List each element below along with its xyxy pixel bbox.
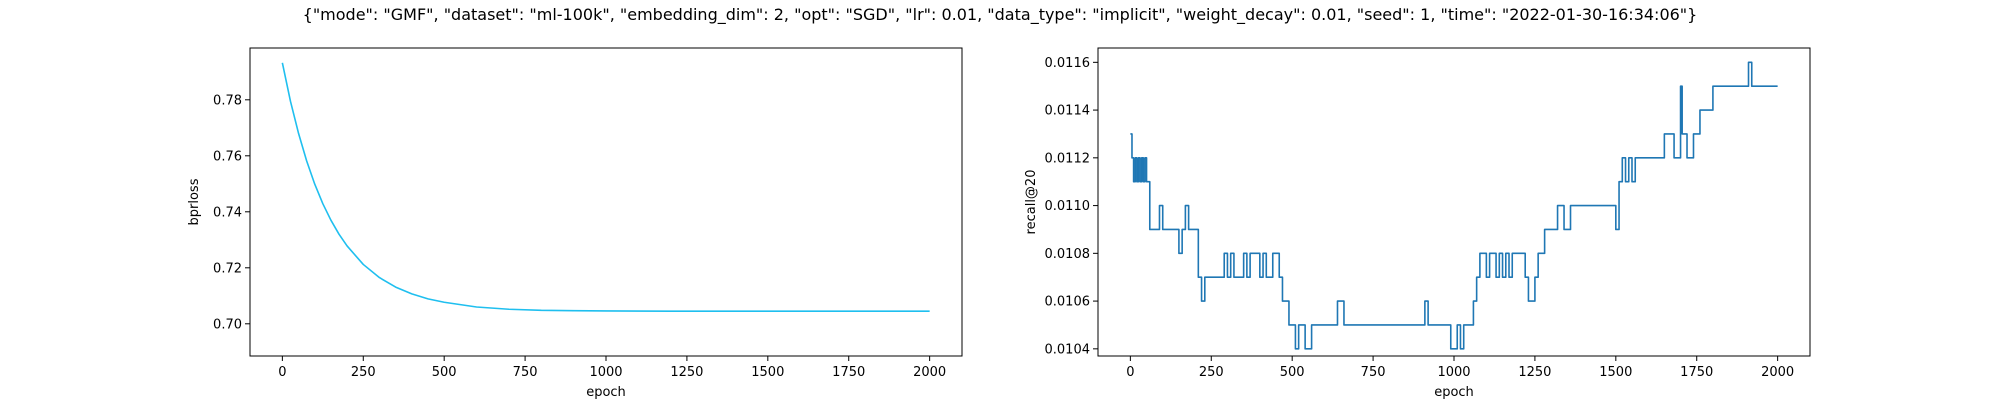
bprloss-x-tick-label: 0 bbox=[278, 365, 286, 380]
recall-y-tick-label: 0.0106 bbox=[1045, 295, 1091, 310]
bprloss-x-tick-label: 1000 bbox=[589, 365, 622, 380]
bprloss-y-tick-label: 0.72 bbox=[213, 261, 242, 276]
recall-y-tick-label: 0.0110 bbox=[1045, 199, 1091, 214]
recall-x-tick-label: 1250 bbox=[1518, 365, 1551, 380]
recall-x-tick-label: 2000 bbox=[1761, 365, 1794, 380]
recall-y-axis-label: recall@20 bbox=[1024, 170, 1039, 235]
bprloss-x-tick-label: 1250 bbox=[670, 365, 703, 380]
recall-x-tick-label: 250 bbox=[1199, 365, 1224, 380]
recall-x-tick-label: 750 bbox=[1361, 365, 1386, 380]
bprloss-y-axis-label: bprloss bbox=[187, 178, 202, 225]
bprloss-y-tick-label: 0.76 bbox=[213, 149, 242, 164]
figure-suptitle: {"mode": "GMF", "dataset": "ml-100k", "e… bbox=[303, 5, 1698, 25]
bprloss-x-tick-label: 1500 bbox=[751, 365, 784, 380]
bprloss-plot: 0 250 500 750 1000 1250 1500 1750 2000 0.70 0.72 0.… bbox=[187, 47, 963, 400]
recall-series-line-0 bbox=[1130, 61, 1778, 350]
recall-x-tick-label: 1000 bbox=[1437, 365, 1470, 380]
recall-x-tick-label: 1500 bbox=[1599, 365, 1632, 380]
bprloss-series-line-0 bbox=[281, 62, 930, 312]
recall-y-tick-label: 0.0108 bbox=[1045, 247, 1091, 262]
bprloss-x-axis-label: epoch bbox=[586, 385, 626, 400]
recall-x-tick-label: 500 bbox=[1280, 365, 1305, 380]
recall-axes-frame bbox=[1097, 47, 1811, 357]
bprloss-axes-frame bbox=[249, 47, 963, 357]
recall-x-tick-label: 1750 bbox=[1680, 365, 1713, 380]
bprloss-x-tick-label: 1750 bbox=[832, 365, 865, 380]
bprloss-x-tick-label: 250 bbox=[351, 365, 376, 380]
recall-x-axis-label: epoch bbox=[1434, 385, 1474, 400]
recall-y-tick-label: 0.0112 bbox=[1045, 151, 1091, 166]
recall-y-tick-label: 0.0104 bbox=[1045, 342, 1091, 357]
recall-plot: 0 250 500 750 1000 1250 1500 1750 2000 0.0104 0.01… bbox=[1024, 47, 1811, 400]
bprloss-x-tick-label: 500 bbox=[432, 365, 457, 380]
bprloss-y-tick-label: 0.78 bbox=[213, 93, 242, 108]
recall-x-tick-label: 0 bbox=[1126, 365, 1134, 380]
bprloss-x-tick-label: 750 bbox=[513, 365, 538, 380]
recall-y-tick-label: 0.0116 bbox=[1045, 56, 1091, 71]
bprloss-y-tick-label: 0.74 bbox=[213, 205, 242, 220]
bprloss-x-tick-label: 2000 bbox=[913, 365, 946, 380]
recall-y-tick-label: 0.0114 bbox=[1045, 104, 1091, 119]
bprloss-y-tick-label: 0.70 bbox=[213, 317, 242, 332]
